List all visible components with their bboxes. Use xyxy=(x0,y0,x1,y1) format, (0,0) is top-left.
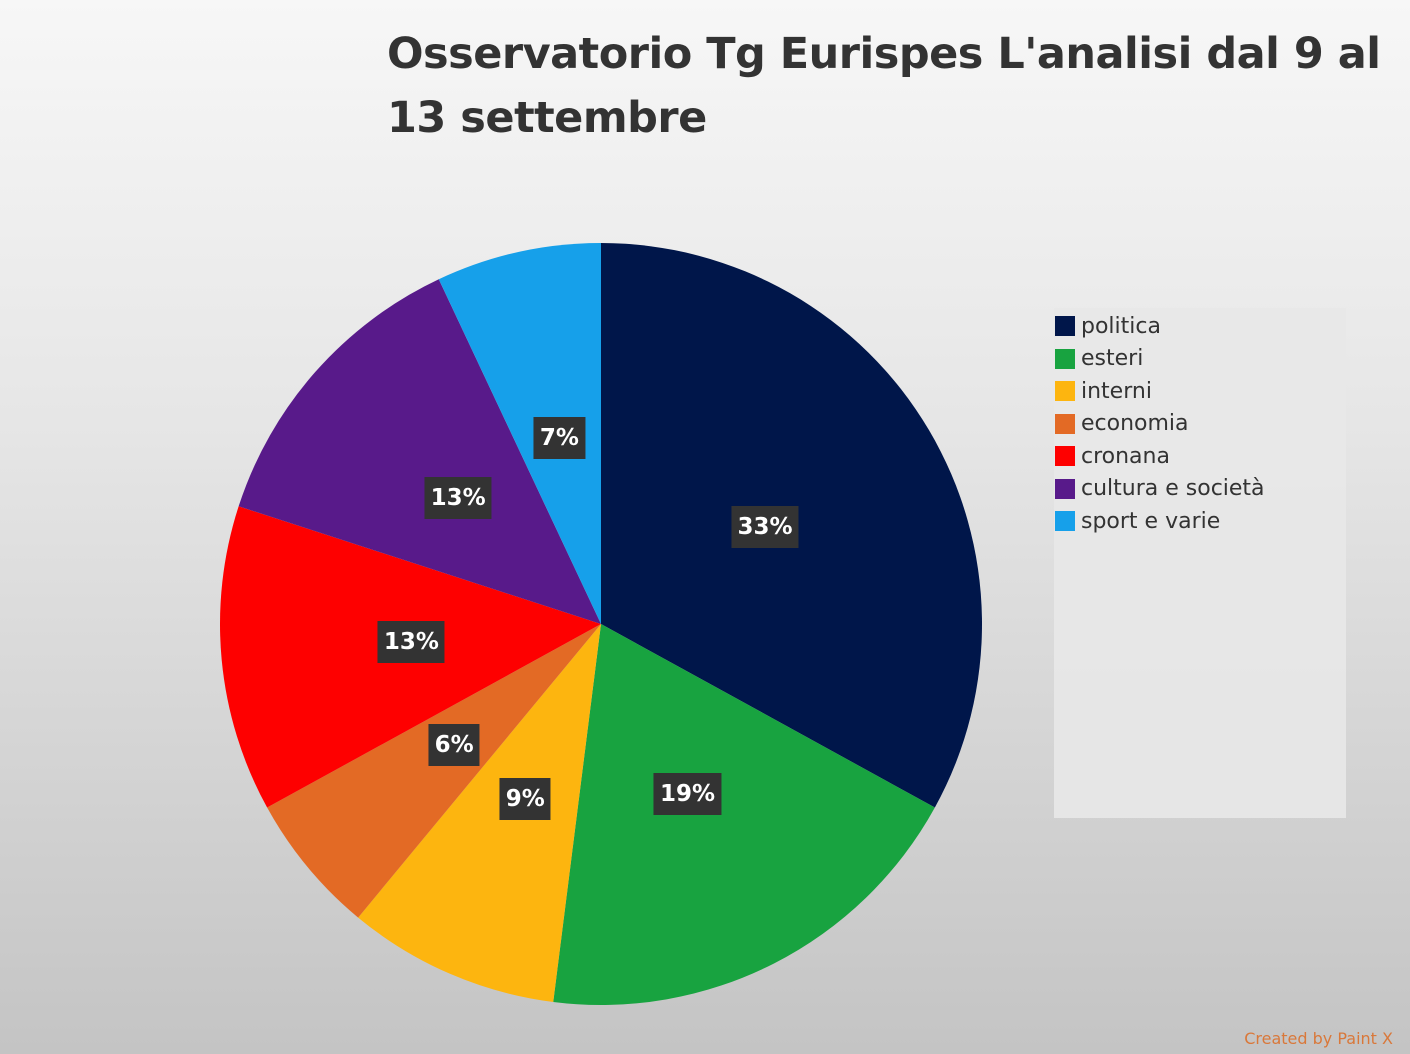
legend-label: sport e varie xyxy=(1081,508,1221,534)
pie-slice-6 xyxy=(438,243,601,624)
watermark: Created by Paint X xyxy=(1244,1029,1393,1048)
legend-swatch xyxy=(1055,381,1075,402)
data-label: 6% xyxy=(428,724,480,767)
legend-item: economia xyxy=(1055,408,1346,441)
legend-swatch xyxy=(1055,446,1075,467)
legend-swatch xyxy=(1055,316,1075,337)
data-label: 33% xyxy=(731,506,799,549)
legend-label: economia xyxy=(1081,411,1189,437)
pie-slice-5 xyxy=(238,279,601,624)
legend-swatch xyxy=(1055,478,1075,499)
legend-item: cultura e società xyxy=(1055,473,1346,506)
data-label: 13% xyxy=(424,477,492,520)
pie-slice-3 xyxy=(267,624,601,918)
pie-slice-1 xyxy=(553,624,935,1006)
legend-swatch xyxy=(1055,348,1075,369)
data-label: 13% xyxy=(377,620,445,663)
legend-label: cronana xyxy=(1081,443,1170,469)
legend-item: cronana xyxy=(1055,440,1346,473)
legend-swatch xyxy=(1055,413,1075,434)
data-label: 7% xyxy=(533,417,585,460)
legend-item: esteri xyxy=(1055,343,1346,376)
pie-slice-2 xyxy=(358,624,601,1002)
data-label: 19% xyxy=(653,772,722,815)
legend-label: esteri xyxy=(1081,346,1144,372)
legend-item: politica xyxy=(1055,310,1346,343)
data-label: 9% xyxy=(499,777,551,820)
legend-item: sport e varie xyxy=(1055,505,1346,538)
chart-title: Osservatorio Tg Eurispes L'analisi dal 9… xyxy=(387,29,1381,143)
legend-label: politica xyxy=(1081,313,1161,339)
legend-label: cultura e società xyxy=(1081,476,1265,502)
legend-label: interni xyxy=(1081,378,1152,404)
legend: politica esteri interni economia cronana cult… xyxy=(1054,308,1346,818)
legend-item: interni xyxy=(1055,375,1346,408)
legend-swatch xyxy=(1055,511,1075,532)
